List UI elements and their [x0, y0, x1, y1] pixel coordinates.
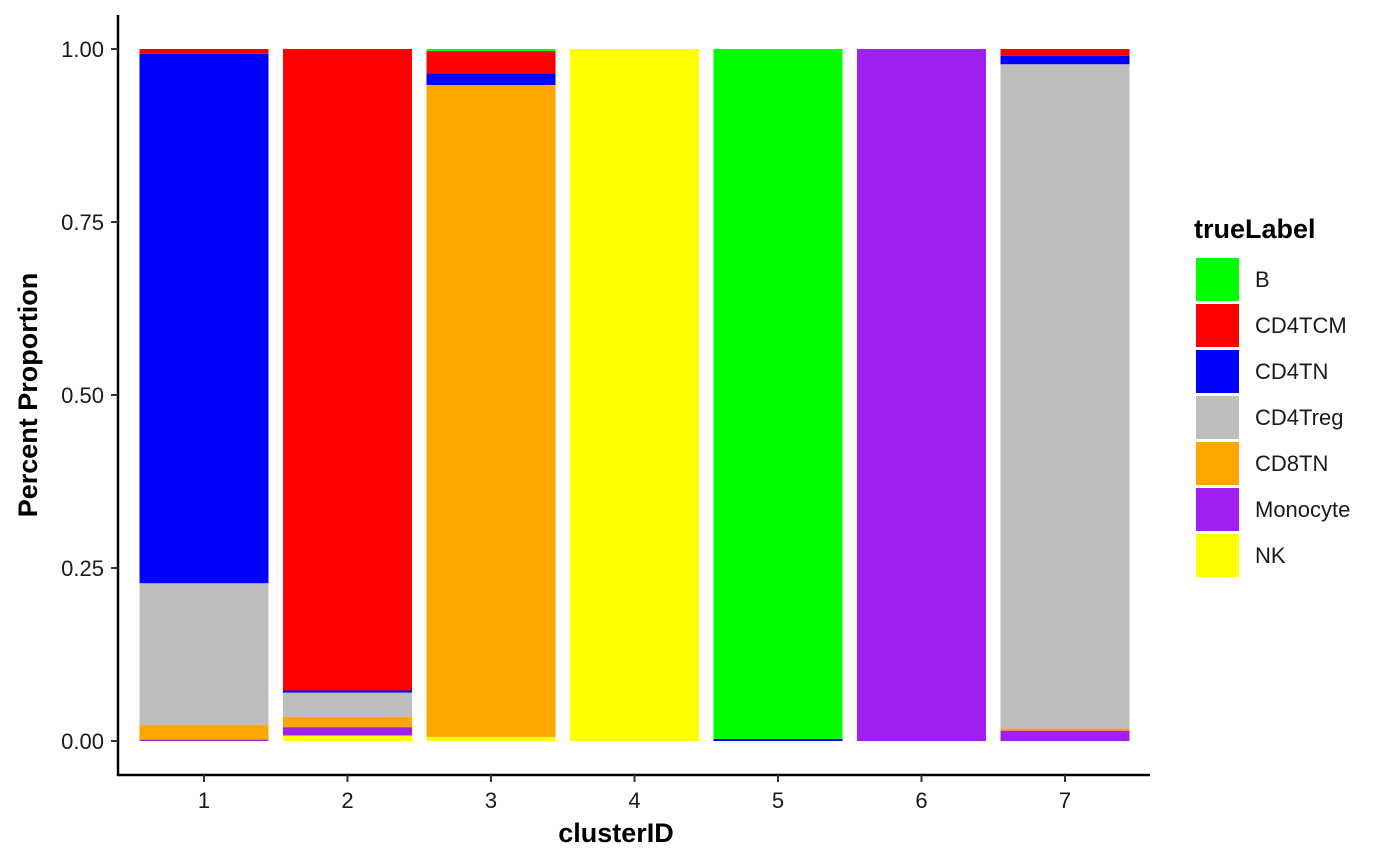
bar-segment-3-cd4tcm — [426, 51, 556, 74]
y-tick-label: 0.50 — [61, 383, 104, 408]
bar-segment-2-monocyte — [283, 727, 412, 736]
bar-segment-1-cd8tn — [139, 725, 269, 740]
legend-swatch-cd4tn — [1196, 350, 1239, 393]
bar-segment-3-nk — [426, 736, 556, 741]
bar-segment-1-cd4treg — [139, 583, 269, 726]
bar-segment-2-cd4tn — [283, 690, 412, 693]
bar-segment-3-cd8tn — [426, 84, 556, 737]
legend-items: B CD4TCM CD4TN CD4Treg CD8TN Monocyte NK — [1196, 258, 1350, 577]
bars-group — [139, 49, 1130, 741]
bar-segment-4-nk — [570, 49, 699, 741]
bar-segment-2-nk — [283, 735, 412, 741]
bar-segment-3-b — [426, 49, 556, 52]
x-tick-label: 5 — [772, 788, 784, 813]
bar-segment-1-cd4tcm — [139, 49, 269, 54]
x-axis-title: clusterID — [558, 818, 674, 848]
y-tick-label: 0.25 — [61, 556, 104, 581]
bar-segment-1-monocyte — [139, 739, 269, 741]
y-tick-label: 0.75 — [61, 210, 104, 235]
x-tick-label: 3 — [485, 788, 497, 813]
y-tick-label: 0.00 — [61, 729, 104, 754]
bar-segment-7-cd4tcm — [1000, 49, 1130, 56]
legend-swatch-b — [1196, 258, 1239, 301]
y-tick-label: 1.00 — [61, 37, 104, 62]
x-tick-label: 2 — [341, 788, 353, 813]
bar-segment-6-monocyte — [857, 49, 986, 741]
legend-swatch-nk — [1196, 534, 1239, 577]
bar-segment-7-cd4tn — [1000, 55, 1130, 65]
legend-label-cd4tn: CD4TN — [1255, 359, 1328, 384]
bar-segment-3-cd4tn — [426, 73, 556, 85]
bar-segment-7-cd8tn — [1000, 728, 1130, 731]
x-tick-label: 6 — [915, 788, 927, 813]
y-axis-ticks: 0.00 0.25 0.50 0.75 1.00 — [61, 37, 118, 754]
bar-segment-2-cd4treg — [283, 692, 412, 717]
x-tick-label: 1 — [198, 788, 210, 813]
legend-swatch-cd4treg — [1196, 396, 1239, 439]
legend-swatch-cd4tcm — [1196, 304, 1239, 347]
x-axis-ticks: 1 2 3 4 5 6 7 — [198, 775, 1071, 813]
legend-swatch-cd8tn — [1196, 442, 1239, 485]
bar-segment-7-cd4treg — [1000, 64, 1130, 729]
bar-segment-2-cd8tn — [283, 716, 412, 728]
legend-label-monocyte: Monocyte — [1255, 497, 1350, 522]
y-axis-title: Percent Proportion — [13, 273, 43, 518]
bar-segment-7-monocyte — [1000, 730, 1130, 741]
x-tick-label: 4 — [628, 788, 640, 813]
legend: trueLabel B CD4TCM CD4TN CD4Treg CD8TN Monocy… — [1194, 214, 1350, 577]
x-tick-label: 7 — [1059, 788, 1071, 813]
legend-label-nk: NK — [1255, 543, 1286, 568]
legend-label-cd8tn: CD8TN — [1255, 451, 1328, 476]
legend-title: trueLabel — [1194, 214, 1316, 244]
bar-segment-2-cd4tcm — [283, 49, 412, 691]
bar-segment-5-cd4tn — [713, 738, 843, 741]
legend-swatch-monocyte — [1196, 488, 1239, 531]
legend-label-cd4treg: CD4Treg — [1255, 405, 1343, 430]
bar-segment-1-cd4tn — [139, 53, 269, 584]
legend-label-cd4tcm: CD4TCM — [1255, 313, 1347, 338]
bar-segment-5-b — [713, 49, 843, 739]
legend-label-b: B — [1255, 267, 1270, 292]
